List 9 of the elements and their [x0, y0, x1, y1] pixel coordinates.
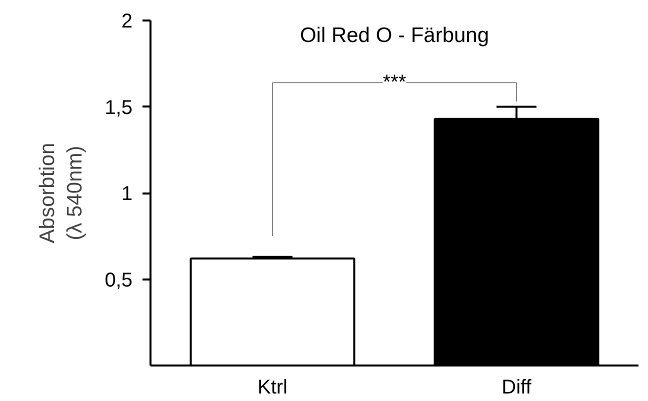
chart-title: Oil Red O - Färbung: [300, 24, 490, 47]
x-tick-label: Ktrl: [258, 376, 288, 398]
y-axis-title: Absorbtion (λ 540nm): [36, 142, 87, 244]
x-tick-label: Diff: [502, 376, 532, 398]
annotation: ***: [382, 72, 406, 94]
y-tick-label: 2: [121, 10, 132, 32]
y-tick-label: 1,5: [104, 96, 133, 119]
y-tick-label: 1: [121, 183, 132, 205]
y-tick-label: 0,5: [104, 269, 133, 292]
